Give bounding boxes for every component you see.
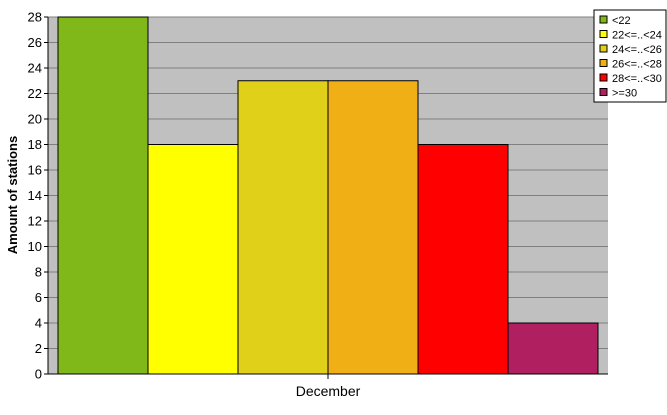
y-tick-label: 28 [28,10,42,25]
bar-1 [57,16,149,375]
legend-swatch [599,73,608,82]
y-tick-label: 16 [28,163,42,178]
legend-label: 28<=..<30 [612,73,662,85]
bar-5 [417,144,509,375]
legend-swatch [599,15,608,24]
bars [57,16,599,375]
bar-6 [507,322,599,375]
y-tick-label: 24 [28,61,42,76]
y-tick-label: 2 [35,341,42,356]
y-tick-label: 14 [28,188,42,203]
legend-swatch [599,59,608,67]
legend-label: 26<=..<28 [612,59,662,71]
legend-label: >=30 [612,88,637,100]
legend: <22 22<=..<24 24<=..<26 26<=..<28 28<=..<30 >… [593,9,667,103]
y-tick-label: 0 [35,367,42,382]
y-tick-label: 6 [35,290,42,305]
legend-box [593,9,667,103]
y-tick-label: 20 [28,112,42,127]
legend-label: 24<=..<26 [612,44,662,56]
y-tick-label: 4 [35,316,42,331]
y-tick-label: 22 [28,86,42,101]
y-tick-label: 18 [28,137,42,152]
y-tick-label: 12 [28,214,42,229]
y-tick-label: 8 [35,265,42,280]
bar-4 [327,80,419,375]
legend-swatch [599,88,608,96]
bar-2 [147,144,239,375]
legend-swatch [599,44,608,53]
legend-label: <22 [612,15,631,27]
bar-3 [237,80,329,375]
y-tick-label: 10 [28,239,42,254]
y-tick-label: 26 [28,35,42,50]
legend-swatch [599,30,608,38]
x-category-label: December [296,383,361,399]
y-axis-label: Amount of stations [5,136,20,254]
x-categories: December [296,374,361,399]
legend-label: 22<=..<24 [612,30,662,42]
